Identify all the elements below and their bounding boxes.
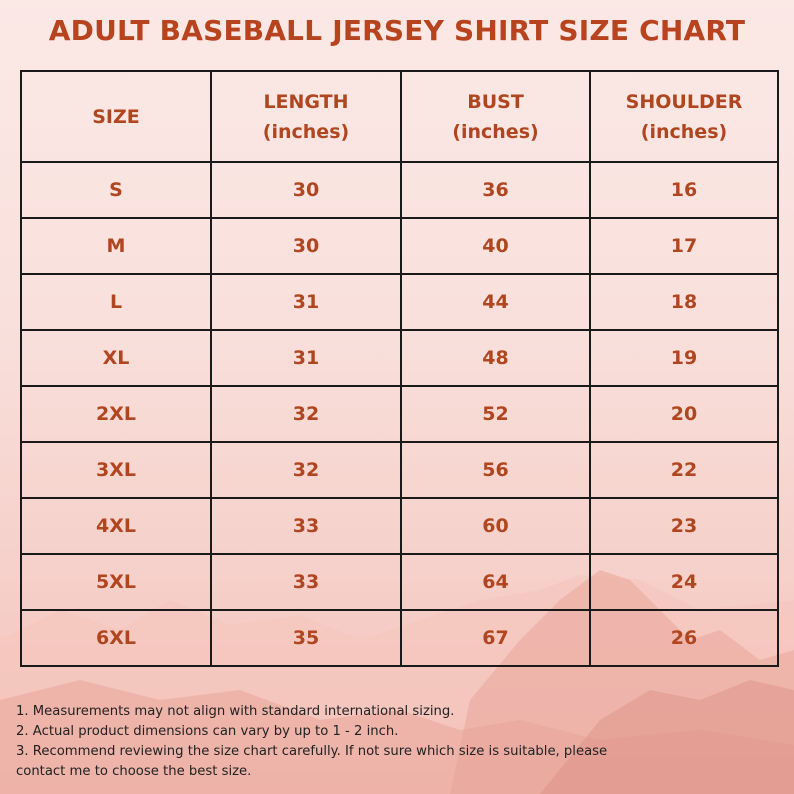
table-row: M 30 40 17 — [20, 217, 779, 275]
header-row: SIZE LENGTH (inches) BUST (inches) SHOULDE… — [20, 70, 779, 163]
size-cell: 5XL — [20, 553, 212, 611]
length-cell: 33 — [210, 497, 402, 555]
header-shoulder-label: SHOULDER — [625, 90, 743, 113]
header-size: SIZE — [20, 70, 212, 163]
shoulder-cell: 19 — [589, 329, 779, 387]
shoulder-cell: 17 — [589, 217, 779, 275]
size-cell: 3XL — [20, 441, 212, 499]
table-row: 4XL 33 60 23 — [20, 497, 779, 555]
table-row: L 31 44 18 — [20, 273, 779, 331]
length-cell: 30 — [210, 161, 402, 219]
table-row: S 30 36 16 — [20, 161, 779, 219]
length-cell: 32 — [210, 441, 402, 499]
page-title: ADULT BASEBALL JERSEY SHIRT SIZE CHART — [48, 14, 746, 47]
bust-cell: 36 — [400, 161, 591, 219]
notes-section: 1. Measurements may not align with stand… — [16, 702, 786, 782]
shoulder-cell: 20 — [589, 385, 779, 443]
shoulder-cell: 24 — [589, 553, 779, 611]
shoulder-cell: 23 — [589, 497, 779, 555]
bust-cell: 60 — [400, 497, 591, 555]
table-row: XL 31 48 19 — [20, 329, 779, 387]
table-row: 2XL 32 52 20 — [20, 385, 779, 443]
size-cell: S — [20, 161, 212, 219]
bust-cell: 52 — [400, 385, 591, 443]
note-line: 1. Measurements may not align with stand… — [16, 704, 455, 719]
size-chart-table: SIZE LENGTH (inches) BUST (inches) SHOULDE… — [20, 70, 779, 667]
shoulder-cell: 22 — [589, 441, 779, 499]
header-bust-label: BUST — [467, 90, 524, 113]
size-cell: L — [20, 273, 212, 331]
length-cell: 32 — [210, 385, 402, 443]
header-length-label: LENGTH — [263, 90, 349, 113]
bust-cell: 48 — [400, 329, 591, 387]
shoulder-cell: 16 — [589, 161, 779, 219]
table-row: 3XL 32 56 22 — [20, 441, 779, 499]
shoulder-cell: 26 — [589, 609, 779, 667]
shoulder-cell: 18 — [589, 273, 779, 331]
bust-cell: 67 — [400, 609, 591, 667]
size-cell: 2XL — [20, 385, 212, 443]
header-size-label: SIZE — [92, 105, 140, 128]
length-cell: 31 — [210, 273, 402, 331]
size-cell: 6XL — [20, 609, 212, 667]
bust-cell: 40 — [400, 217, 591, 275]
header-shoulder: SHOULDER (inches) — [589, 70, 779, 163]
length-cell: 30 — [210, 217, 402, 275]
table-row: 6XL 35 67 26 — [20, 609, 779, 667]
note-line: 2. Actual product dimensions can vary by… — [16, 724, 399, 739]
length-cell: 35 — [210, 609, 402, 667]
size-cell: 4XL — [20, 497, 212, 555]
length-cell: 33 — [210, 553, 402, 611]
bust-cell: 44 — [400, 273, 591, 331]
header-length-unit: (inches) — [262, 120, 350, 143]
note-line: contact me to choose the best size. — [16, 764, 252, 779]
length-cell: 31 — [210, 329, 402, 387]
note-line: 3. Recommend reviewing the size chart ca… — [16, 744, 608, 759]
table-row: 5XL 33 64 24 — [20, 553, 779, 611]
bust-cell: 56 — [400, 441, 591, 499]
size-cell: M — [20, 217, 212, 275]
header-shoulder-unit: (inches) — [640, 120, 728, 143]
header-length: LENGTH (inches) — [210, 70, 402, 163]
bust-cell: 64 — [400, 553, 591, 611]
header-bust: BUST (inches) — [400, 70, 591, 163]
header-bust-unit: (inches) — [452, 120, 539, 143]
size-cell: XL — [20, 329, 212, 387]
